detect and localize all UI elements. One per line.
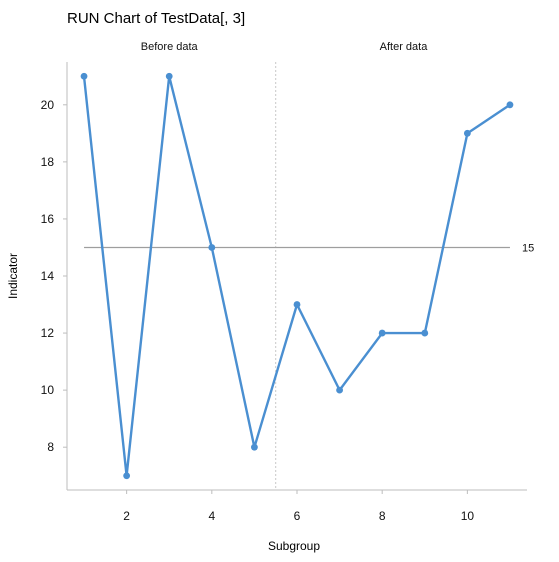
data-point [293,301,301,308]
y-axis-ticks: 8 10 12 14 16 18 20 [41,98,67,454]
y-tick-label: 12 [41,326,55,340]
data-point [421,329,429,337]
series-line [82,75,512,477]
data-series [80,72,514,480]
phase-label-after: After data [380,41,429,53]
y-tick-label: 16 [41,212,55,226]
data-point [336,386,343,394]
y-tick-label: 10 [41,383,55,397]
y-axis-label: Indicator [6,253,20,299]
data-point [251,443,258,451]
center-line-label: 15 [522,242,534,254]
x-axis-ticks: 2 4 6 8 10 [123,490,474,523]
y-tick-label: 20 [41,98,55,112]
data-point [165,72,173,80]
x-tick-label: 4 [208,509,215,523]
data-point [208,244,216,251]
chart-title: RUN Chart of TestData[, 3] [67,10,245,27]
x-tick-label: 2 [123,509,130,523]
phase-label-before: Before data [141,41,199,53]
y-tick-label: 8 [47,440,54,454]
y-tick-label: 14 [41,269,55,283]
data-point [506,101,514,109]
x-tick-label: 6 [294,509,301,523]
x-tick-label: 10 [461,509,475,523]
data-point [463,129,471,137]
y-tick-label: 18 [41,155,55,169]
data-point [80,72,88,80]
x-axis-label: Subgroup [268,539,320,553]
data-point [378,329,386,337]
x-tick-label: 8 [379,509,386,523]
data-point [123,472,131,480]
